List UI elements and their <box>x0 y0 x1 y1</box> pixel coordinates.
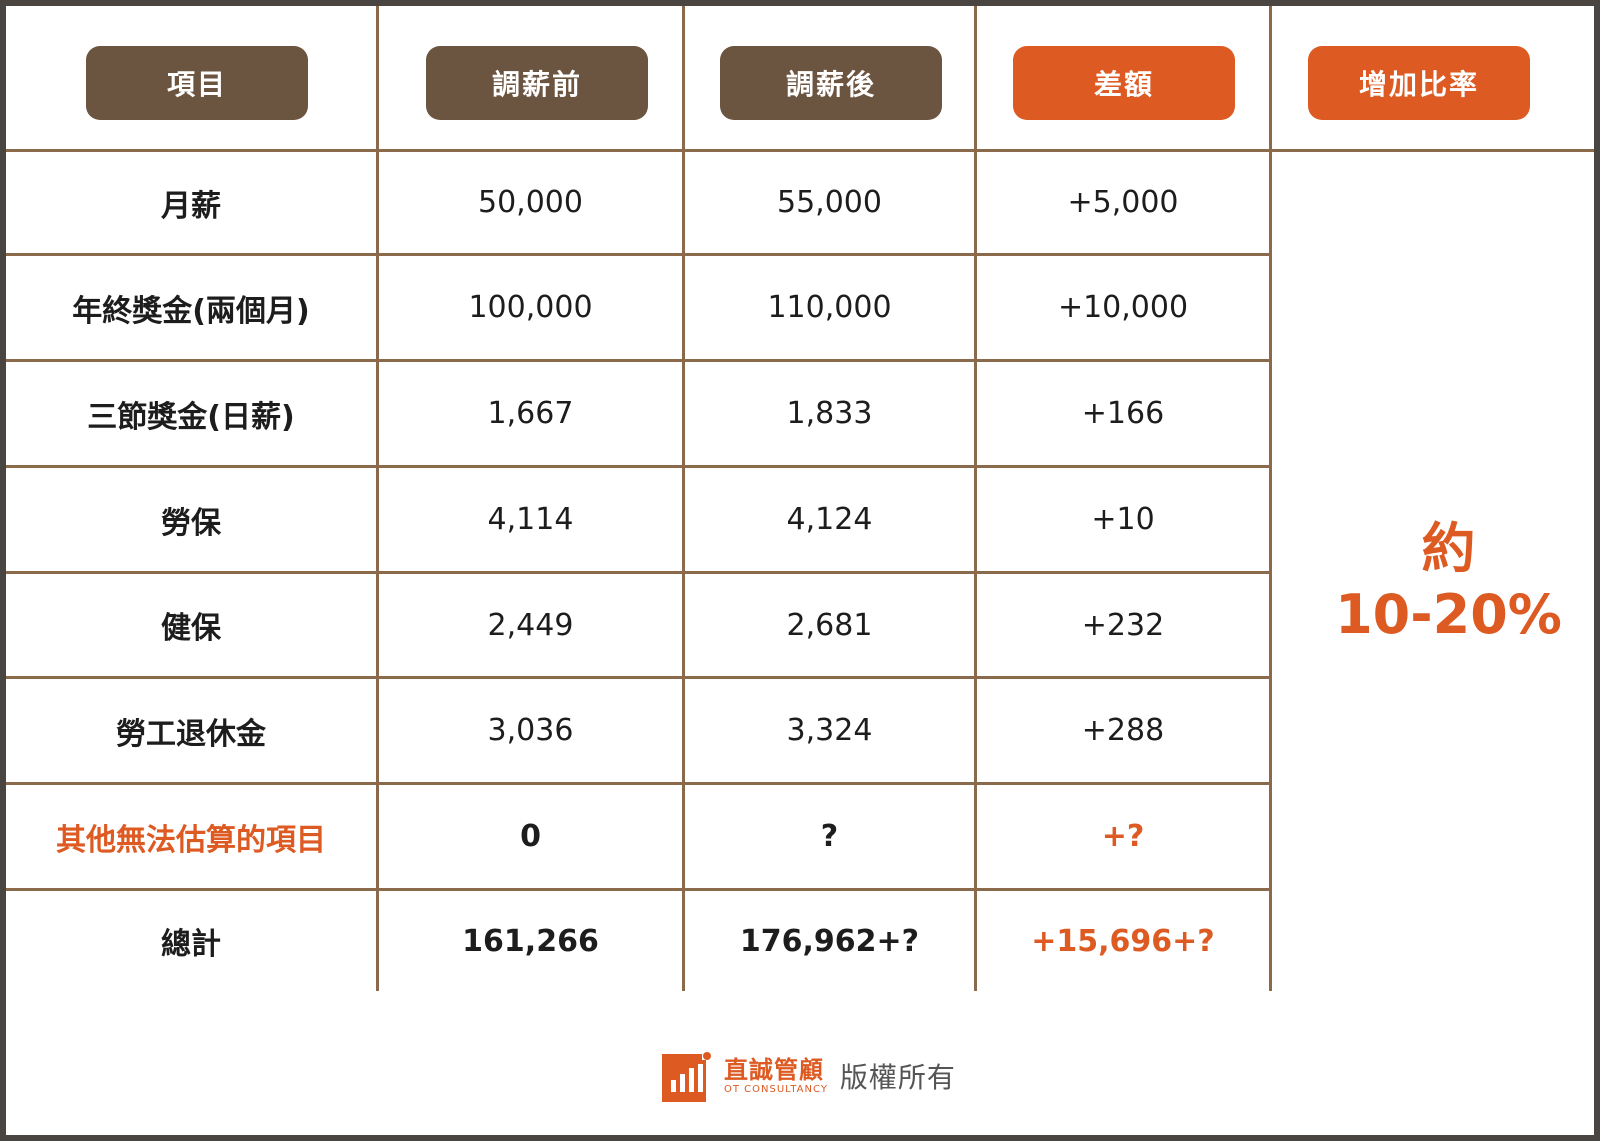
increase-rate: 約 10-20% <box>1306 516 1591 648</box>
brand-name: 直誠管顧 <box>724 1056 824 1084</box>
header-rate: 增加比率 <box>1308 46 1530 120</box>
cell-after: 1,833 <box>786 396 873 431</box>
row-label: 年終獎金(兩個月) <box>72 293 310 329</box>
row-label-other: 其他無法估算的項目 <box>56 822 326 858</box>
cell-after: 2,681 <box>786 607 873 643</box>
cell-before: 3,036 <box>487 713 574 748</box>
row-label: 勞工退休金 <box>116 716 266 752</box>
cell-after: 4,124 <box>786 502 873 537</box>
total-before: 161,266 <box>462 923 599 959</box>
total-after: 176,962+? <box>739 923 920 959</box>
cell-before: 0 <box>520 819 541 854</box>
header-diff: 差額 <box>1013 46 1235 120</box>
grid-hline-header <box>6 149 1594 152</box>
cell-diff: +232 <box>1081 607 1165 643</box>
grid-vline <box>682 6 685 991</box>
bar-chart-logo-icon <box>662 1050 712 1102</box>
grid-hline <box>6 888 1272 891</box>
cell-diff: +10 <box>1091 502 1155 537</box>
cell-before: 100,000 <box>468 290 593 325</box>
grid-vline <box>1269 6 1272 991</box>
grid-vline <box>974 6 977 991</box>
cell-after: 110,000 <box>767 290 892 325</box>
grid-hline <box>6 465 1272 468</box>
cell-diff: +10,000 <box>1057 290 1189 325</box>
grid-vline <box>376 6 379 991</box>
row-label: 三節獎金(日薪) <box>87 399 295 435</box>
cell-diff: +5,000 <box>1067 185 1179 220</box>
cell-diff: +? <box>1101 819 1145 854</box>
brand-subtitle: OT CONSULTANCY <box>724 1084 828 1095</box>
copyright-text: 版權所有 <box>839 1061 956 1094</box>
header-before: 調薪前 <box>426 46 648 120</box>
row-label: 健保 <box>161 611 221 646</box>
header-item: 項目 <box>86 46 308 120</box>
footer: 直誠管顧 OT CONSULTANCY 版權所有 <box>662 1050 956 1102</box>
cell-after: ? <box>820 819 839 854</box>
grid-hline <box>6 782 1272 785</box>
grid-hline <box>6 676 1272 679</box>
cell-before: 2,449 <box>487 607 574 643</box>
cell-after: 3,324 <box>786 713 873 748</box>
cell-before: 50,000 <box>478 185 583 220</box>
brand-block: 直誠管顧 OT CONSULTANCY <box>724 1056 828 1096</box>
row-label: 勞保 <box>161 505 221 541</box>
grid-hline <box>6 253 1272 256</box>
cell-diff: +288 <box>1081 713 1165 748</box>
grid-hline <box>6 571 1272 574</box>
row-label-total: 總計 <box>161 927 221 962</box>
row-label: 月薪 <box>161 188 221 224</box>
total-diff: +15,696+? <box>1031 923 1215 959</box>
rate-value: 10-20% <box>1335 583 1562 646</box>
rate-prefix: 約 <box>1421 517 1476 580</box>
cell-after: 55,000 <box>777 185 882 220</box>
grid-hline <box>6 359 1272 362</box>
cell-before: 4,114 <box>487 502 574 537</box>
header-after: 調薪後 <box>720 46 942 120</box>
cell-before: 1,667 <box>487 396 574 431</box>
cell-diff: +166 <box>1081 396 1165 431</box>
